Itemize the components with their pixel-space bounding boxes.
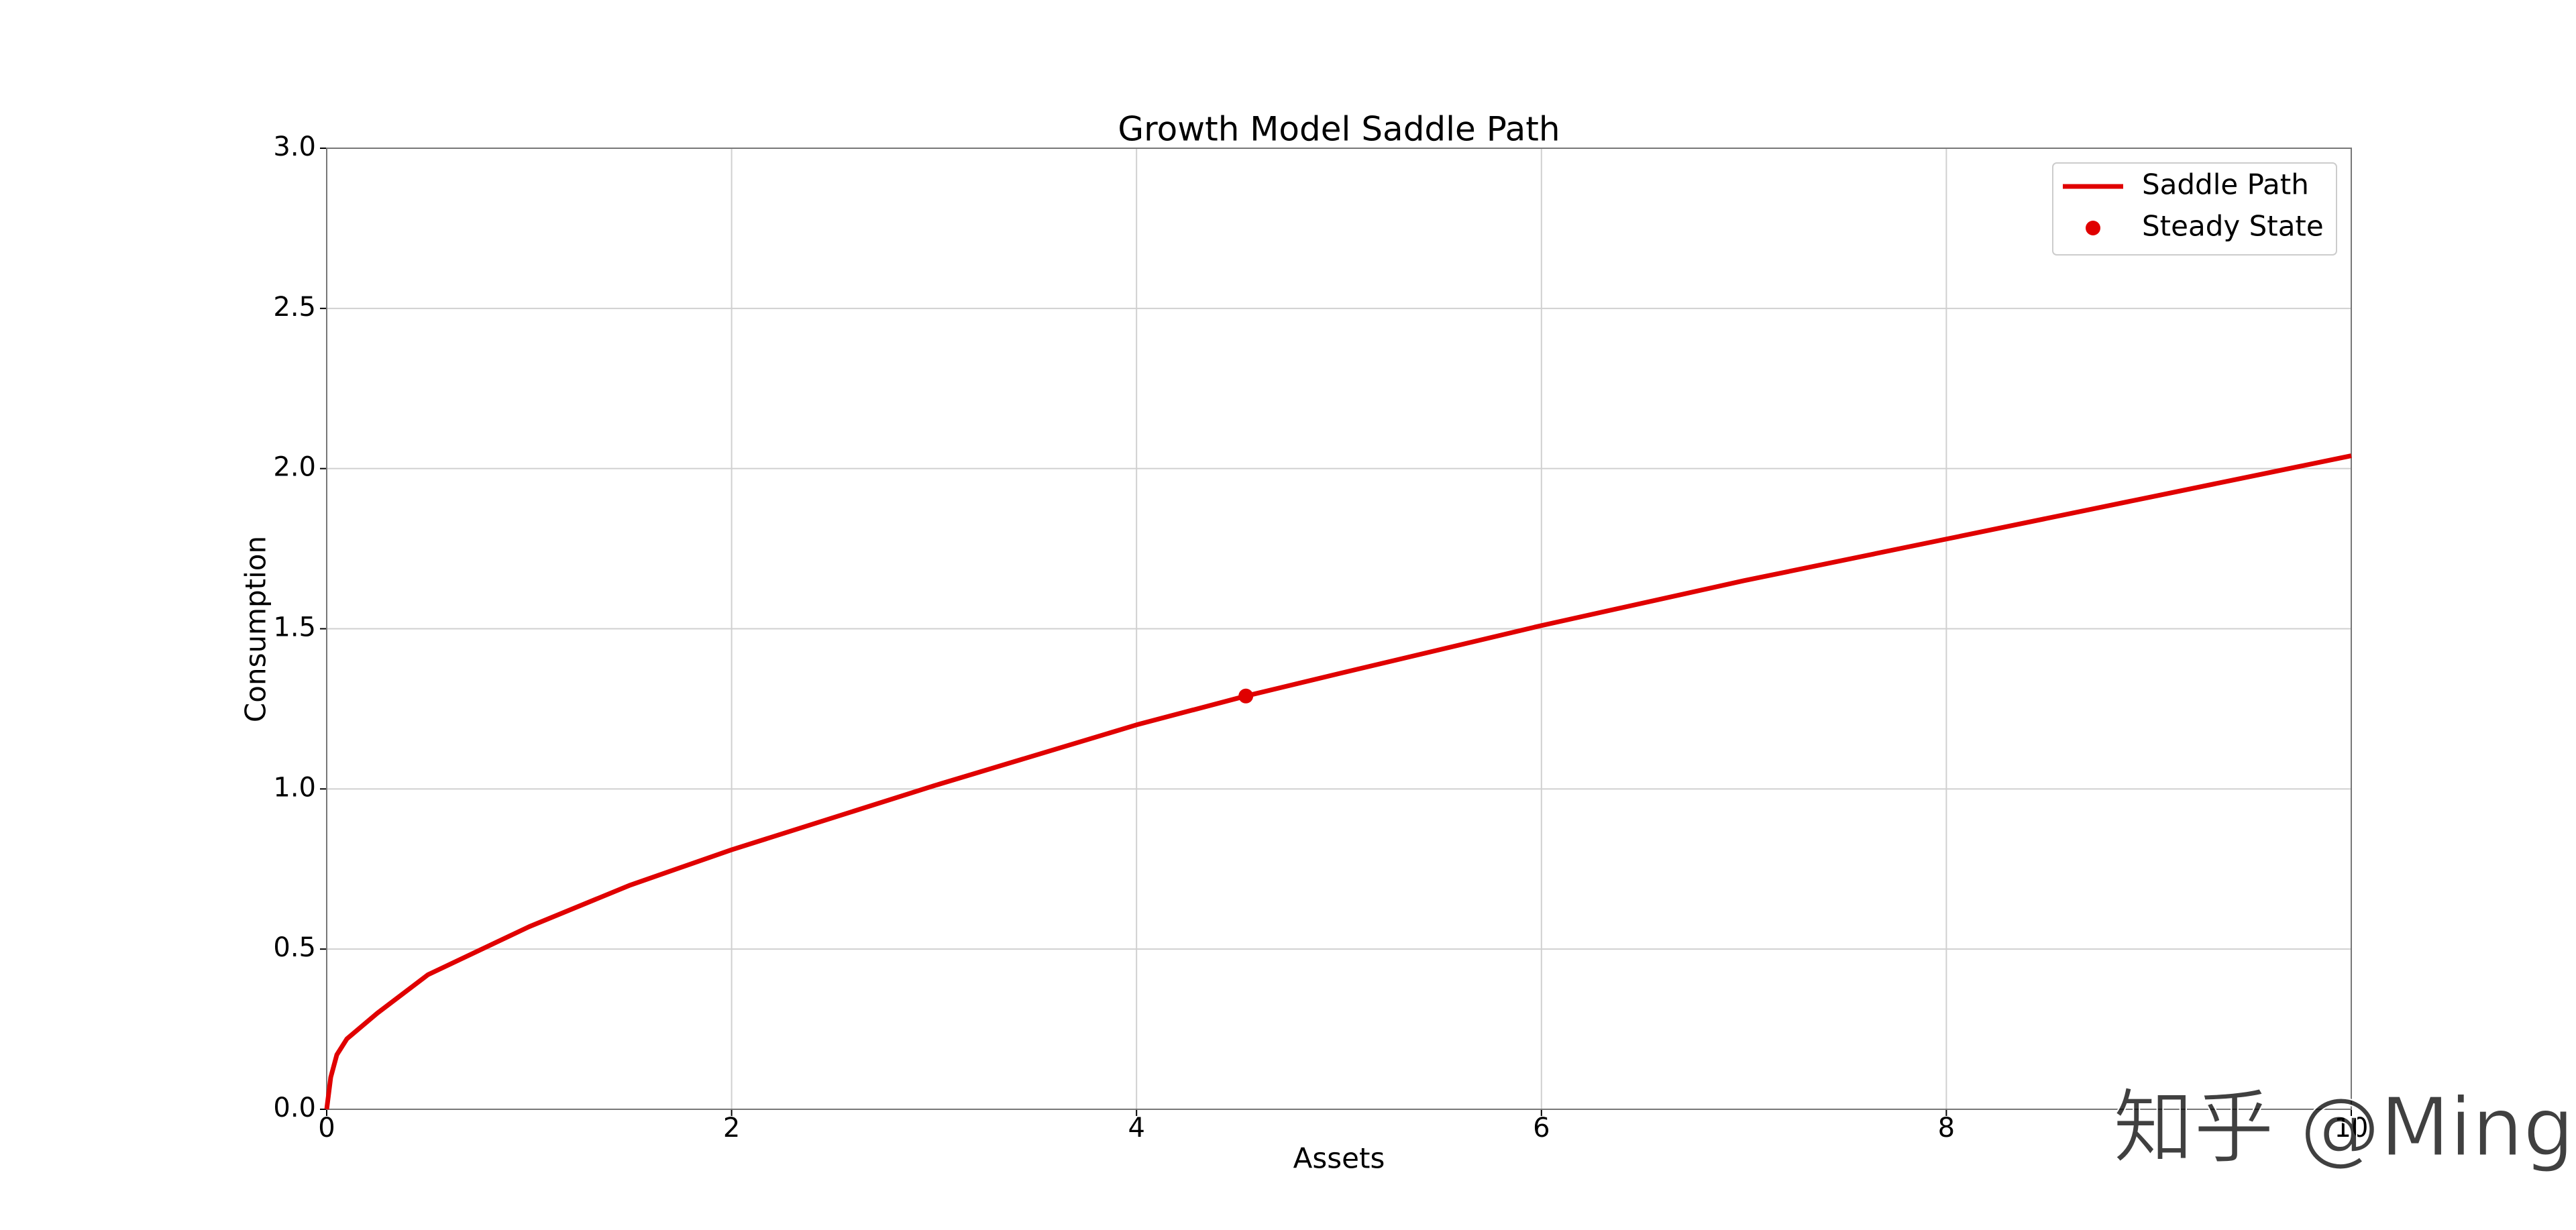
y-tick-label: 1.5: [273, 612, 316, 643]
plot-frame: [326, 148, 2352, 1110]
legend-label: Saddle Path: [2142, 168, 2309, 201]
y-tick-label: 0.5: [273, 932, 316, 963]
x-tick-label: 10: [2334, 1113, 2369, 1143]
x-tick-label: 8: [1938, 1113, 1955, 1143]
steady-state-point: [1238, 688, 1254, 704]
y-tick-label: 2.0: [273, 452, 316, 483]
y-tick-label: 3.0: [273, 131, 316, 162]
legend-marker: [2086, 221, 2100, 235]
x-axis-label: Assets: [1293, 1142, 1385, 1175]
x-tick-label: 6: [1533, 1113, 1550, 1143]
saddle-path-line: [324, 453, 2352, 1110]
chart-title: Growth Model Saddle Path: [1118, 110, 1560, 149]
y-tick-label: 2.5: [273, 292, 316, 323]
legend-label: Steady State: [2142, 210, 2324, 243]
y-axis-label: Consumption: [239, 536, 272, 722]
y-tick-label: 1.0: [273, 772, 316, 803]
x-tick-label: 2: [723, 1113, 740, 1143]
legend-box: [2052, 162, 2337, 256]
y-tick-label: 0.0: [273, 1093, 316, 1123]
x-tick-label: 4: [1128, 1113, 1144, 1143]
x-tick-label: 0: [318, 1113, 335, 1143]
watermark: 知乎 @Ming: [2113, 1082, 2574, 1175]
